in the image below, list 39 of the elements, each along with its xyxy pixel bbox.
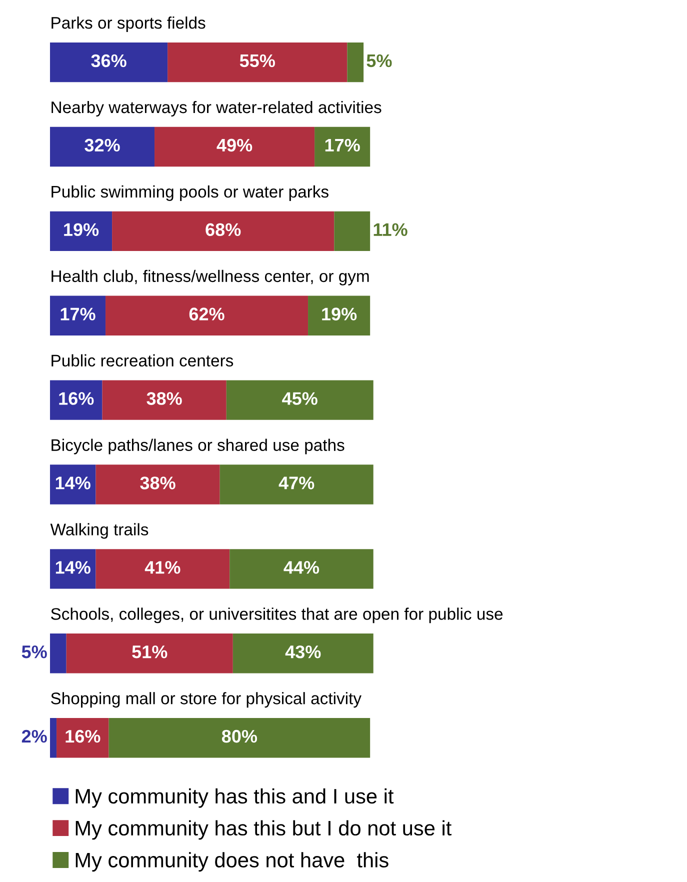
- y-tick-label: Public swimming pools or water parks: [52, 185, 328, 201]
- data-label: 5%: [22, 646, 47, 658]
- data-label: 17%: [325, 138, 360, 152]
- y-tick-label: Nearby waterways for water-related activities: [52, 100, 382, 116]
- data-label: 16%: [59, 392, 94, 405]
- legend-label: My community has this and I use it: [76, 788, 394, 808]
- data-label: 16%: [66, 730, 100, 743]
- data-label: 80%: [222, 730, 258, 743]
- legend-label: My community does not have this: [76, 852, 388, 872]
- data-label: 14%: [56, 476, 90, 490]
- y-tick-label: Health club, fitness/wellness center, or gym: [52, 270, 369, 286]
- y-tick-label: Public recreation centers: [52, 354, 234, 367]
- data-label: 32%: [84, 138, 120, 152]
- data-label: 62%: [189, 308, 224, 320]
- data-label: 45%: [282, 392, 318, 405]
- data-label: 55%: [240, 54, 275, 68]
- data-label: 47%: [278, 476, 314, 490]
- data-label: 41%: [144, 561, 180, 574]
- y-tick-label: Bicycle paths/lanes or shared use paths: [52, 438, 344, 454]
- data-label: 68%: [206, 223, 241, 236]
- data-label: 49%: [216, 138, 252, 152]
- y-tick-label: Shopping mall or store for physical activity: [51, 692, 362, 708]
- data-label: 36%: [91, 54, 126, 68]
- data-label: 44%: [284, 561, 320, 574]
- data-label: 17%: [60, 308, 96, 320]
- data-label: 51%: [132, 646, 168, 658]
- data-label: 38%: [140, 476, 176, 490]
- data-label: 2%: [22, 730, 47, 743]
- data-label: 11%: [374, 223, 408, 236]
- data-label: 19%: [322, 308, 357, 320]
- data-label: 38%: [146, 392, 182, 405]
- y-tick-label: Parks or sports fields: [52, 16, 206, 32]
- legend-label: My community has this but I do not use it: [76, 820, 452, 840]
- y-tick-label: Walking trails: [50, 523, 148, 539]
- y-tick-label: Schools, colleges, or universitites that are open for public use: [51, 608, 503, 624]
- data-label: 19%: [64, 223, 99, 236]
- data-label: 5%: [366, 54, 392, 68]
- data-label: 43%: [285, 645, 321, 658]
- data-label: 14%: [56, 561, 90, 574]
